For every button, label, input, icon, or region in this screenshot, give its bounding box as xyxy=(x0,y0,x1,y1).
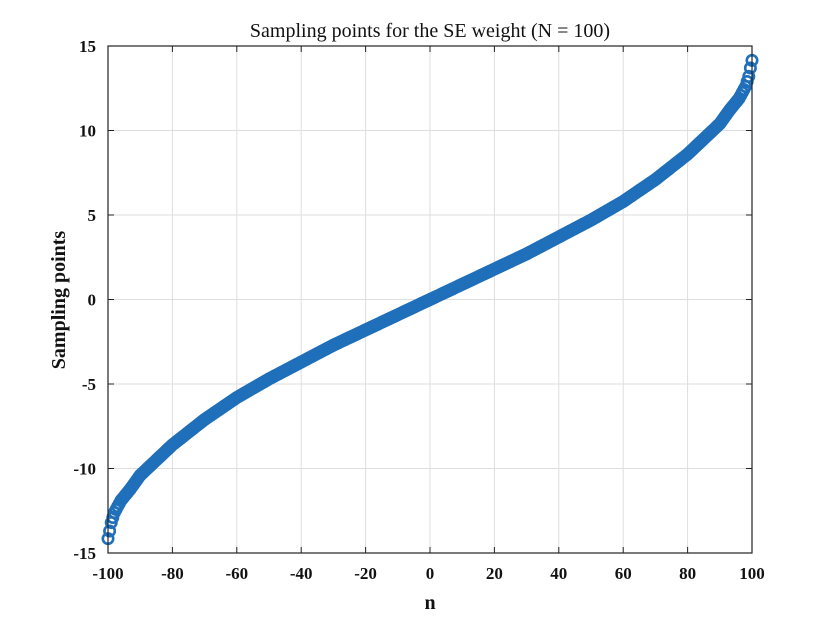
chart-title: Sampling points for the SE weight (N = 1… xyxy=(250,20,610,42)
y-tick-label: 10 xyxy=(79,122,96,141)
y-tick-label: -15 xyxy=(73,544,96,563)
data-point xyxy=(743,61,757,75)
data-point xyxy=(742,69,756,83)
ticks-layer: -100 -80 -60 -40 -20 0 20 40 60 80 100 15 10 5 0 -5 -10 -… xyxy=(73,37,764,583)
y-tick-label: 5 xyxy=(88,206,97,225)
x-tick-label: 0 xyxy=(426,564,435,583)
x-axis-label: n xyxy=(424,592,435,614)
x-tick-label: -20 xyxy=(354,564,377,583)
y-tick-label: 0 xyxy=(88,291,97,310)
data-point xyxy=(103,524,117,538)
x-tick-label: -100 xyxy=(92,564,123,583)
grid-layer xyxy=(108,46,752,553)
points-layer xyxy=(101,53,759,546)
y-tick-label: -10 xyxy=(73,460,96,479)
x-tick-label: 60 xyxy=(615,564,632,583)
x-tick-label: -60 xyxy=(225,564,248,583)
x-tick-label: 80 xyxy=(679,564,696,583)
x-tick-label: 20 xyxy=(486,564,503,583)
x-tick-label: 100 xyxy=(739,564,765,583)
x-tick-label: -80 xyxy=(161,564,184,583)
y-tick-label: 15 xyxy=(79,37,96,56)
x-tick-label: -40 xyxy=(290,564,313,583)
x-tick-label: 40 xyxy=(550,564,567,583)
y-axis-label: Sampling points xyxy=(48,231,70,370)
y-tick-label: -5 xyxy=(82,375,96,394)
